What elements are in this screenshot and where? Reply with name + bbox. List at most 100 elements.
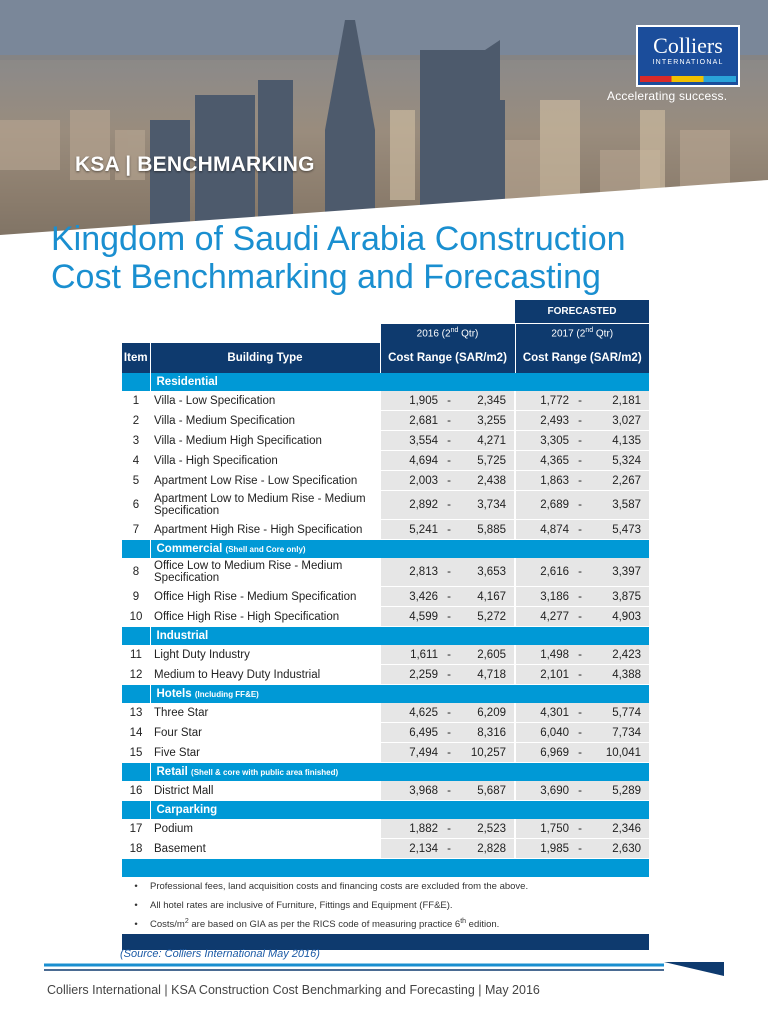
cost-2016-high: 4,271 bbox=[454, 430, 515, 451]
cost-2016-low: 3,554 bbox=[379, 430, 444, 451]
range-separator: - bbox=[444, 606, 454, 627]
cost-2017-low: 2,101 bbox=[514, 664, 575, 685]
building-type: Podium bbox=[150, 819, 380, 839]
cost-2017-low: 1,498 bbox=[514, 645, 575, 665]
cost-2017-high: 4,135 bbox=[585, 430, 649, 451]
range-separator: - bbox=[444, 819, 454, 839]
header-banner: KSA | BENCHMARKING Colliers INTERNATIONA… bbox=[0, 0, 768, 240]
cost-2017-high: 5,473 bbox=[585, 519, 649, 540]
cost-2016-high: 5,725 bbox=[454, 450, 515, 471]
cost-2016-low: 1,611 bbox=[379, 645, 444, 665]
range-separator: - bbox=[575, 558, 585, 587]
cost-2016-high: 6,209 bbox=[454, 703, 515, 723]
cost-2016-low: 2,134 bbox=[379, 838, 444, 859]
building-type: Villa - Medium High Specification bbox=[150, 430, 380, 451]
page-title-line-2: Cost Benchmarking and Forecasting bbox=[51, 258, 601, 296]
range-separator: - bbox=[444, 558, 454, 587]
item-number: 8 bbox=[122, 558, 150, 587]
note-bullet: • bbox=[122, 877, 150, 896]
range-separator: - bbox=[444, 722, 454, 743]
table-row: 12 Medium to Heavy Duty Industrial 2,259-4… bbox=[122, 664, 649, 685]
section-spacer bbox=[122, 684, 150, 703]
cost-2017-low: 4,365 bbox=[514, 450, 575, 471]
period-2016-header: 2016 (2nd Qtr) bbox=[379, 323, 515, 343]
cost-2016-low: 2,259 bbox=[379, 664, 444, 685]
table-row: 18 Basement 2,134-2,828 1,985-2,630 bbox=[122, 838, 649, 859]
cost-2017-high: 3,875 bbox=[585, 586, 649, 607]
period-2017-text: 2017 (2 bbox=[551, 328, 586, 340]
item-number: 9 bbox=[122, 586, 150, 607]
cost-2017-low: 1,863 bbox=[514, 470, 575, 491]
section-name: Carparking bbox=[156, 804, 218, 816]
tagline: Accelerating success. bbox=[607, 89, 728, 103]
range-separator: - bbox=[444, 586, 454, 607]
section-name: Residential bbox=[156, 376, 218, 388]
cost-2017-low: 6,969 bbox=[514, 742, 575, 763]
section-spacer bbox=[122, 626, 150, 645]
table-row: 11 Light Duty Industry 1,611-2,605 1,498-2,… bbox=[122, 645, 649, 665]
cost-2016-high: 2,438 bbox=[454, 470, 515, 491]
section-name-cell: Residential bbox=[149, 373, 649, 391]
cost-2017-low: 4,874 bbox=[514, 519, 575, 540]
table-row: 16 District Mall 3,968-5,687 3,690-5,289 bbox=[122, 781, 649, 801]
period-2016-tail: Qtr) bbox=[458, 328, 479, 340]
section-header-row: Residential bbox=[122, 373, 649, 391]
section-spacer bbox=[122, 800, 150, 819]
range-separator: - bbox=[575, 703, 585, 723]
cost-2016-low: 2,003 bbox=[379, 470, 444, 491]
logo-name: Colliers bbox=[653, 33, 723, 58]
cost-2017-low: 3,690 bbox=[514, 781, 575, 801]
logo-color-bar bbox=[640, 76, 736, 82]
range-separator: - bbox=[444, 645, 454, 665]
cost-2017-high: 3,587 bbox=[585, 490, 649, 520]
table-row: 9 Office High Rise - Medium Specification… bbox=[122, 586, 649, 607]
range-separator: - bbox=[575, 430, 585, 451]
item-number: 7 bbox=[122, 519, 150, 540]
section-note: (Including FF&E) bbox=[194, 690, 259, 699]
period-2017-tail: Qtr) bbox=[593, 328, 614, 340]
range-separator: - bbox=[575, 519, 585, 540]
cost-2016-low: 3,426 bbox=[379, 586, 444, 607]
page-title: Kingdom of Saudi Arabia Construction Cos… bbox=[51, 220, 751, 296]
section-note: (Shell & core with public area finished) bbox=[191, 768, 339, 777]
section-spacer bbox=[122, 539, 150, 558]
range-separator: - bbox=[575, 470, 585, 491]
table-row: 1 Villa - Low Specification 1,905-2,345 1,7… bbox=[122, 391, 649, 411]
cost-2016-high: 2,345 bbox=[454, 391, 515, 411]
notes-top-bar bbox=[122, 858, 649, 877]
item-number: 6 bbox=[122, 490, 150, 520]
section-name: Retail bbox=[156, 766, 188, 778]
note-text-cell: Professional fees, land acquisition cost… bbox=[150, 877, 649, 896]
table-row: 13 Three Star 4,625-6,209 4,301-5,774 bbox=[122, 703, 649, 723]
item-number: 10 bbox=[122, 606, 150, 627]
building-type: Office Low to Medium Rise - Medium Speci… bbox=[150, 558, 380, 587]
cost-2016-low: 3,968 bbox=[379, 781, 444, 801]
section-header-row: Industrial bbox=[122, 626, 649, 645]
table-row: 10 Office High Rise - High Specification 4… bbox=[122, 606, 649, 627]
table-row: 15 Five Star 7,494-10,257 6,969-10,041 bbox=[122, 742, 649, 763]
range-separator: - bbox=[575, 838, 585, 859]
section-spacer bbox=[122, 373, 150, 391]
range-separator: - bbox=[444, 391, 454, 411]
building-type: Four Star bbox=[150, 722, 380, 743]
table-row: 4 Villa - High Specification 4,694-5,725 4,… bbox=[122, 450, 649, 471]
period-2016-sup: nd bbox=[450, 327, 459, 335]
note-text-cell: All hotel rates are inclusive of Furnitu… bbox=[150, 896, 649, 915]
cost-2017-high: 3,027 bbox=[585, 410, 649, 431]
footer-divider bbox=[44, 962, 724, 976]
building-type: Medium to Heavy Duty Industrial bbox=[150, 664, 380, 685]
item-number: 18 bbox=[122, 838, 150, 859]
item-number: 4 bbox=[122, 450, 150, 471]
item-number: 3 bbox=[122, 430, 150, 451]
section-name: Hotels bbox=[156, 688, 192, 700]
cost-2017-high: 2,423 bbox=[585, 645, 649, 665]
cost-2016-low: 2,813 bbox=[379, 558, 444, 587]
range-separator: - bbox=[575, 742, 585, 763]
building-type: District Mall bbox=[150, 781, 380, 801]
item-number: 16 bbox=[122, 781, 150, 801]
range-separator: - bbox=[444, 490, 454, 520]
cost-2017-low: 1,985 bbox=[514, 838, 575, 859]
range-separator: - bbox=[444, 838, 454, 859]
table-row: 8 Office Low to Medium Rise - Medium Spec… bbox=[122, 558, 649, 587]
note-bullet: • bbox=[122, 915, 150, 934]
